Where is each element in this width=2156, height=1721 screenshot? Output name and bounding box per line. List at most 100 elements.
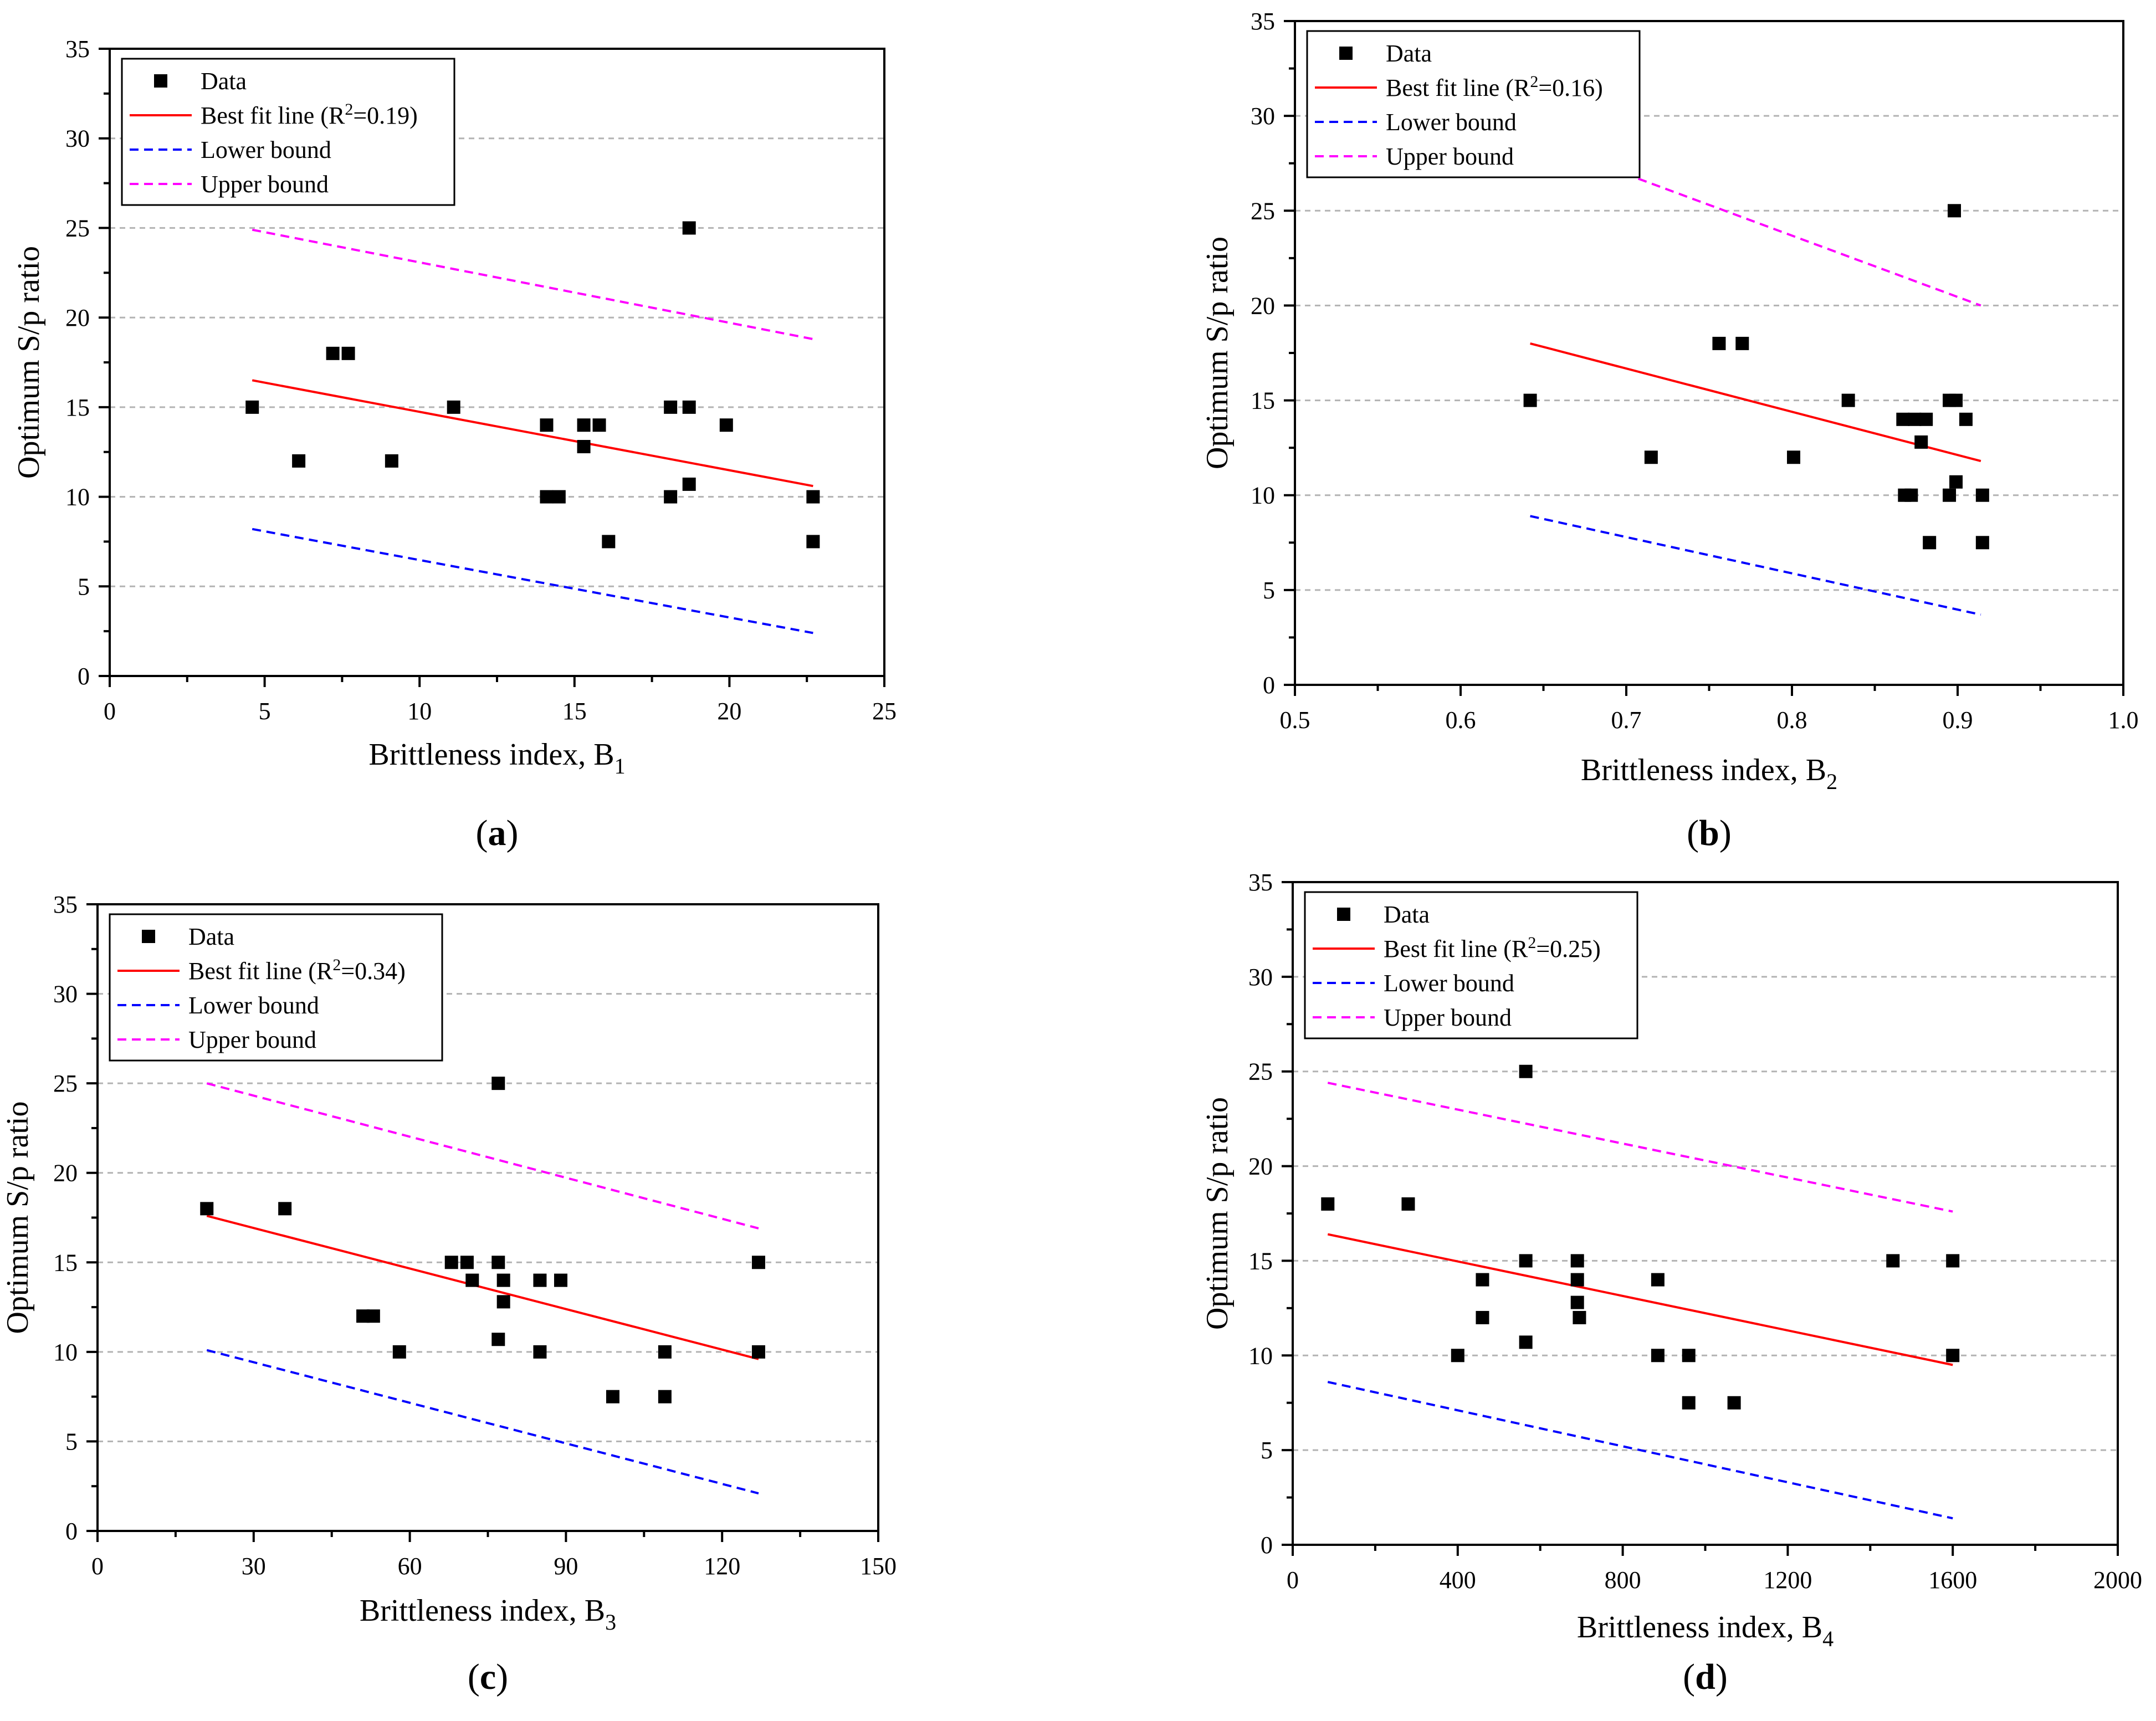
- data-point: [1644, 450, 1658, 464]
- data-point: [1476, 1273, 1489, 1287]
- legend-best-fit-label: Best fit line (R2=0.25): [1384, 934, 1601, 962]
- data-point: [1904, 488, 1918, 502]
- y-tick-label: 0: [1263, 672, 1275, 699]
- legend-data-label: Data: [201, 68, 247, 95]
- data-point: [719, 418, 733, 432]
- legend-fit-superscript: 2: [345, 100, 353, 119]
- legend-fit-text: Best fit line (R: [1384, 935, 1528, 962]
- data-point: [554, 1273, 568, 1287]
- data-point: [1975, 536, 1989, 550]
- data-point: [245, 400, 259, 414]
- x-tick-label: 0.7: [1611, 706, 1642, 734]
- x-axis-label-text: Brittleness index, B: [1577, 1610, 1822, 1645]
- legend-fit-text: Best fit line (R: [188, 957, 333, 985]
- x-tick-label: 0.5: [1280, 706, 1310, 734]
- x-tick-label: 400: [1440, 1566, 1476, 1594]
- y-tick-label: 15: [1248, 1247, 1273, 1274]
- data-point: [682, 221, 696, 235]
- data-point: [1946, 1349, 1960, 1363]
- legend: Data Best fit line (R2=0.34) Lower bound Up…: [109, 913, 443, 1062]
- x-tick-label: 0.6: [1446, 706, 1476, 734]
- legend-fit-r2: =0.25): [1536, 935, 1600, 962]
- legend-lower-bound-label: Lower bound: [1386, 109, 1517, 136]
- data-point: [806, 490, 820, 504]
- y-tick-label: 10: [65, 484, 90, 511]
- data-point: [1841, 393, 1855, 407]
- legend-best-fit-label: Best fit line (R2=0.16): [1386, 73, 1603, 101]
- data-point: [1949, 475, 1963, 489]
- y-tick-label: 25: [53, 1070, 78, 1097]
- data-point: [292, 454, 306, 468]
- panel-caption-letter: a: [488, 813, 506, 853]
- y-tick-label: 20: [53, 1160, 78, 1187]
- data-point: [552, 490, 566, 504]
- lower-bound-line: [1327, 1381, 1953, 1520]
- panel-caption-letter: b: [1699, 813, 1719, 853]
- data-point: [751, 1345, 765, 1359]
- data-point: [491, 1333, 505, 1346]
- data-point: [533, 1345, 547, 1359]
- data-point: [1896, 412, 1910, 426]
- data-point: [606, 1390, 619, 1404]
- data-point: [658, 1390, 672, 1404]
- legend-best-fit-label: Best fit line (R2=0.34): [188, 956, 406, 985]
- legend-lower-bound-label: Lower bound: [188, 992, 319, 1019]
- best-fit-line: [252, 379, 813, 488]
- data-point: [1886, 1254, 1900, 1268]
- x-axis-label: Brittleness index, B2: [1581, 753, 1837, 794]
- data-point: [658, 1345, 672, 1359]
- y-tick-label: 30: [1251, 103, 1275, 130]
- upper-bound-line: [206, 1082, 759, 1230]
- legend-fit-r2: =0.34): [341, 957, 405, 985]
- upper-bound-line: [1327, 1082, 1953, 1213]
- y-tick-label: 15: [1251, 387, 1275, 414]
- x-axis-label-text: Brittleness index, B: [1581, 753, 1826, 787]
- x-tick-label: 10: [407, 698, 432, 725]
- x-tick-label: 150: [860, 1553, 897, 1580]
- y-axis-label: Optimum S/p ratio: [1200, 1097, 1235, 1330]
- data-point: [200, 1202, 214, 1216]
- y-tick-label: 25: [1248, 1058, 1273, 1085]
- y-axis-label: Optimum S/p ratio: [1200, 237, 1235, 469]
- y-tick-label: 0: [78, 663, 90, 690]
- data-point: [1712, 336, 1726, 350]
- y-tick-label: 25: [1251, 197, 1275, 224]
- panel-caption-close: ): [1715, 1657, 1728, 1697]
- panel-caption-open: (: [1683, 1657, 1695, 1697]
- panel-caption-letter: c: [480, 1657, 496, 1697]
- panel-caption-open: (: [1687, 813, 1699, 853]
- panel-caption-open: (: [468, 1657, 480, 1697]
- panel-a: 0 5 10 15 20 25 0 5 10 15 20 25 30 35 Brittleness inde…: [12, 35, 897, 853]
- panel-caption-close: ): [1719, 813, 1732, 853]
- x-tick-label: 120: [704, 1553, 740, 1580]
- data-point: [1570, 1295, 1584, 1309]
- data-point: [533, 1273, 547, 1287]
- data-point: [602, 535, 616, 549]
- y-tick-label: 35: [65, 35, 90, 63]
- y-tick-label: 35: [1251, 8, 1275, 35]
- data-point: [751, 1256, 765, 1269]
- legend-fit-superscript: 2: [1530, 73, 1538, 91]
- data-point: [1949, 393, 1963, 407]
- data-point: [366, 1309, 380, 1323]
- x-tick-label: 5: [259, 698, 271, 725]
- data-point: [491, 1256, 505, 1269]
- y-tick-label: 10: [53, 1339, 78, 1366]
- legend-marker: [142, 930, 155, 943]
- data-point: [1682, 1349, 1696, 1363]
- data-point: [682, 400, 696, 414]
- y-tick-label: 0: [65, 1518, 78, 1545]
- data-point: [326, 346, 340, 360]
- legend-data-label: Data: [188, 923, 234, 950]
- x-tick-label: 25: [872, 698, 897, 725]
- legend: Data Best fit line (R2=0.16) Lower bound Up…: [1306, 30, 1641, 178]
- x-axis-label-subscript: 3: [605, 1610, 616, 1635]
- y-tick-label: 30: [53, 981, 78, 1008]
- data-point: [1321, 1197, 1335, 1211]
- legend-fit-superscript: 2: [332, 956, 341, 974]
- x-tick-label: 0.9: [1943, 706, 1973, 734]
- legend-fit-superscript: 2: [1528, 934, 1536, 952]
- y-tick-label: 10: [1251, 482, 1275, 509]
- y-tick-label: 5: [78, 573, 90, 600]
